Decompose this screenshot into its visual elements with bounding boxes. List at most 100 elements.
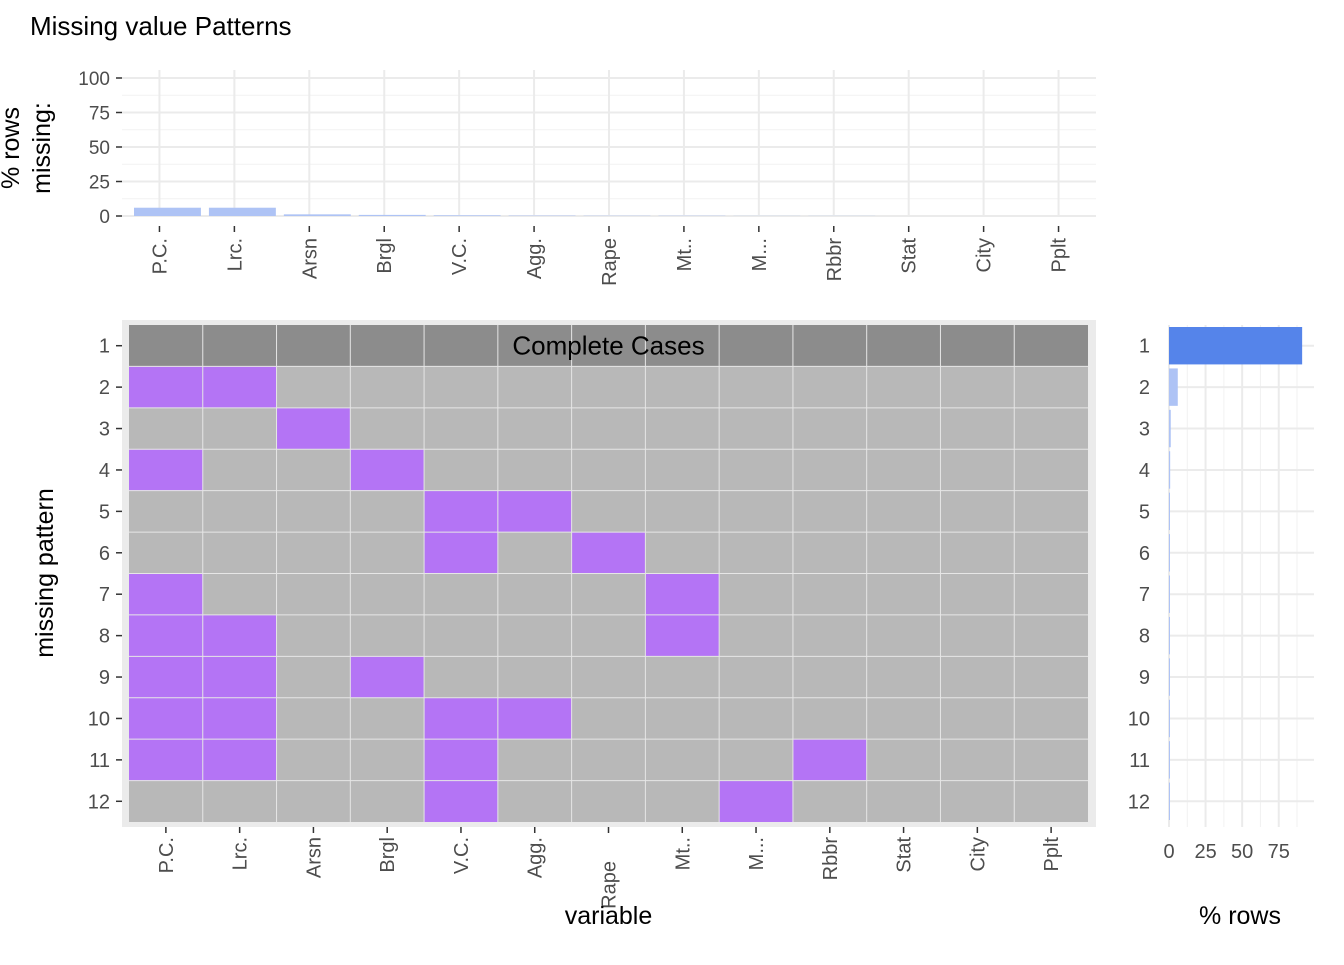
top-x-tick-label: Rbbr bbox=[824, 238, 846, 282]
right-bar bbox=[1169, 783, 1170, 820]
heatmap-missing-cell bbox=[350, 656, 424, 697]
heatmap-missing-cell bbox=[424, 491, 498, 532]
heatmap-y-tick-label: 11 bbox=[89, 750, 110, 772]
top-y-tick-label: 75 bbox=[89, 104, 110, 125]
heatmap-y-tick-label: 7 bbox=[99, 584, 110, 606]
top-x-tick-label: Arsn bbox=[299, 238, 321, 279]
heatmap-missing-cell bbox=[719, 781, 793, 822]
right-y-tick-label: 5 bbox=[1139, 501, 1150, 523]
right-bar bbox=[1169, 534, 1170, 571]
heatmap-row-background bbox=[129, 781, 1088, 822]
top-bar bbox=[284, 214, 351, 216]
top-x-tick-label: Brgl bbox=[374, 238, 396, 274]
heatmap-y-tick-label: 5 bbox=[99, 501, 110, 523]
top-x-tick-label: Pplt bbox=[1049, 238, 1071, 273]
heatmap-missing-cell bbox=[498, 491, 572, 532]
heatmap-x-tick-label: Arsn bbox=[303, 837, 325, 878]
top-y-tick-label: 50 bbox=[89, 138, 110, 159]
heatmap-missing-cell bbox=[129, 698, 203, 739]
heatmap-missing-cell bbox=[424, 532, 498, 573]
top-bar bbox=[434, 215, 501, 216]
heatmap-missing-cell bbox=[203, 366, 277, 407]
heatmap-x-tick-label: Pplt bbox=[1041, 837, 1063, 872]
right-y-tick-label: 8 bbox=[1139, 626, 1150, 648]
top-x-tick-label: City bbox=[974, 238, 996, 272]
heatmap-missing-cell bbox=[129, 366, 203, 407]
top-x-tick-label: P.C. bbox=[149, 238, 171, 274]
heatmap-x-tick-label: Mt.. bbox=[672, 837, 694, 870]
heatmap-missing-cell bbox=[129, 656, 203, 697]
top-bar bbox=[134, 208, 201, 216]
heatmap-row-background bbox=[129, 449, 1088, 490]
heatmap-y-tick-label: 6 bbox=[99, 543, 110, 565]
heatmap-y-tick-label: 9 bbox=[99, 667, 110, 689]
heatmap-x-tick-label: Brgl bbox=[377, 837, 399, 873]
top-y-axis-label: % rows bbox=[0, 107, 25, 189]
right-y-tick-label: 1 bbox=[1139, 336, 1150, 358]
right-bar bbox=[1169, 658, 1170, 695]
right-y-tick-label: 11 bbox=[1129, 750, 1150, 772]
heatmap-x-tick-label: Rbbr bbox=[820, 837, 842, 881]
chart-title: Missing value Patterns bbox=[30, 11, 292, 41]
heatmap-missing-cell bbox=[203, 739, 277, 780]
right-bar bbox=[1169, 327, 1302, 364]
heatmap-missing-cell bbox=[424, 698, 498, 739]
right-x-axis-label: % rows bbox=[1199, 902, 1281, 930]
heatmap-x-tick-label: V.C. bbox=[451, 837, 473, 874]
right-bar bbox=[1169, 617, 1170, 654]
heatmap-y-tick-label: 4 bbox=[99, 460, 110, 482]
heatmap-row-background bbox=[129, 491, 1088, 532]
heatmap-row-background bbox=[129, 408, 1088, 449]
heatmap-panel: Complete Cases123456789101112P.C.Lrc.Ars… bbox=[31, 320, 1096, 930]
right-y-tick-label: 3 bbox=[1139, 419, 1150, 441]
right-bar bbox=[1169, 368, 1178, 405]
heatmap-missing-cell bbox=[129, 739, 203, 780]
top-x-tick-label: Lrc. bbox=[224, 238, 246, 271]
right-x-tick-label: 25 bbox=[1194, 841, 1216, 863]
heatmap-x-tick-label: Stat bbox=[894, 837, 916, 873]
heatmap-missing-cell bbox=[350, 449, 424, 490]
heatmap-y-tick-label: 2 bbox=[99, 377, 110, 399]
top-y-tick-label: 25 bbox=[89, 173, 110, 194]
right-x-tick-label: 75 bbox=[1268, 841, 1290, 863]
top-y-tick-label: 100 bbox=[78, 69, 110, 90]
heatmap-missing-cell bbox=[498, 698, 572, 739]
heatmap-missing-cell bbox=[203, 615, 277, 656]
top-x-tick-label: V.C. bbox=[449, 238, 471, 275]
heatmap-missing-cell bbox=[129, 574, 203, 615]
right-bar bbox=[1169, 451, 1170, 488]
heatmap-missing-cell bbox=[424, 739, 498, 780]
heatmap-y-tick-label: 10 bbox=[88, 708, 110, 730]
heatmap-missing-cell bbox=[645, 574, 719, 615]
heatmap-missing-cell bbox=[572, 532, 646, 573]
heatmap-missing-cell bbox=[645, 615, 719, 656]
top-x-tick-label: M... bbox=[749, 238, 771, 271]
heatmap-y-tick-label: 8 bbox=[99, 626, 110, 648]
top-x-tick-label: Mt.. bbox=[674, 238, 696, 271]
right-bar bbox=[1169, 493, 1170, 530]
right-y-tick-label: 4 bbox=[1139, 460, 1150, 482]
right-bar bbox=[1169, 410, 1171, 447]
heatmap-y-axis-label: missing pattern bbox=[31, 488, 59, 658]
right-y-tick-label: 2 bbox=[1139, 377, 1150, 399]
right-x-tick-label: 0 bbox=[1163, 841, 1174, 863]
top-bar bbox=[359, 215, 426, 216]
top-x-tick-label: Agg. bbox=[524, 238, 546, 279]
heatmap-missing-cell bbox=[129, 615, 203, 656]
heatmap-row-background bbox=[129, 574, 1088, 615]
top-bar bbox=[209, 208, 276, 216]
heatmap-missing-cell bbox=[129, 449, 203, 490]
heatmap-y-tick-label: 1 bbox=[99, 336, 110, 358]
right-y-tick-label: 6 bbox=[1139, 543, 1150, 565]
heatmap-x-tick-label: M... bbox=[746, 837, 768, 870]
right-y-tick-label: 7 bbox=[1139, 584, 1150, 606]
heatmap-missing-cell bbox=[424, 781, 498, 822]
top-x-tick-label: Rape bbox=[599, 238, 621, 286]
heatmap-missing-cell bbox=[203, 698, 277, 739]
right-bar bbox=[1169, 741, 1170, 778]
complete-cases-label: Complete Cases bbox=[512, 331, 704, 361]
heatmap-x-tick-label: City bbox=[967, 837, 989, 871]
